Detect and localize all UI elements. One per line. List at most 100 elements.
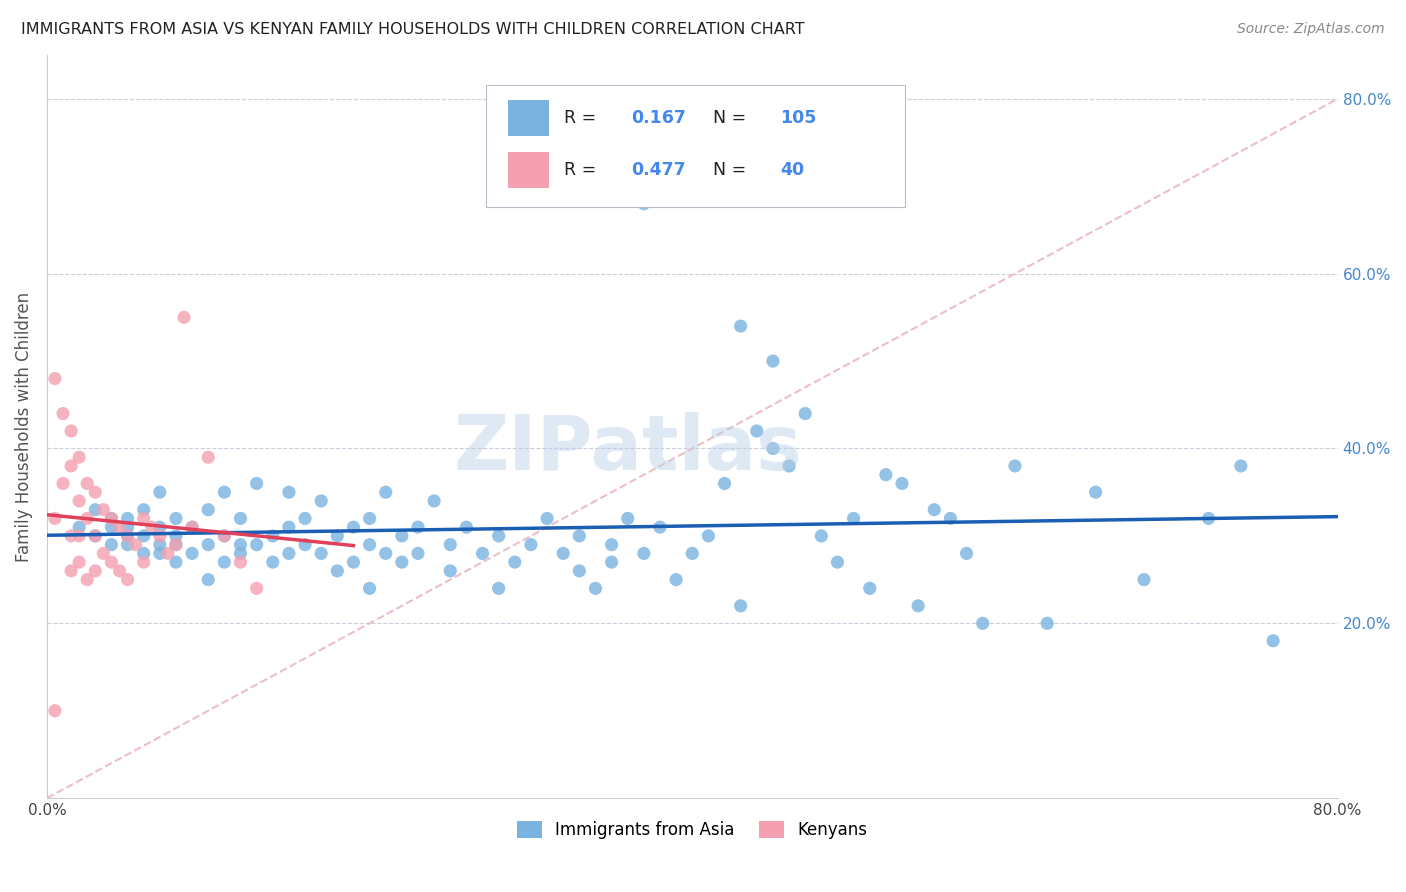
Point	[730, 599, 752, 613]
Point	[93, 502, 115, 516]
Point	[277, 520, 299, 534]
Point	[156, 546, 179, 560]
Point	[277, 485, 299, 500]
Point	[359, 582, 381, 596]
Point	[391, 529, 413, 543]
Point	[1084, 485, 1107, 500]
Point	[165, 538, 187, 552]
Point	[117, 511, 139, 525]
Point	[52, 407, 75, 421]
Point	[165, 511, 187, 525]
Point	[294, 511, 316, 525]
Point	[1133, 573, 1156, 587]
Point	[52, 476, 75, 491]
Point	[100, 511, 122, 525]
Point	[132, 502, 155, 516]
Point	[762, 354, 785, 368]
Point	[149, 546, 172, 560]
Point	[488, 582, 510, 596]
Point	[907, 599, 929, 613]
Text: 40: 40	[780, 161, 804, 179]
Point	[149, 485, 172, 500]
Point	[108, 564, 131, 578]
Point	[648, 520, 671, 534]
Text: 105: 105	[780, 110, 817, 128]
Point	[762, 442, 785, 456]
Point	[342, 520, 364, 534]
Point	[955, 546, 977, 560]
Point	[229, 511, 252, 525]
Point	[67, 494, 90, 508]
Point	[100, 555, 122, 569]
Point	[922, 502, 945, 516]
Point	[214, 485, 236, 500]
Point	[456, 520, 478, 534]
Text: IMMIGRANTS FROM ASIA VS KENYAN FAMILY HOUSEHOLDS WITH CHILDREN CORRELATION CHART: IMMIGRANTS FROM ASIA VS KENYAN FAMILY HO…	[21, 22, 804, 37]
Legend: Immigrants from Asia, Kenyans: Immigrants from Asia, Kenyans	[510, 814, 875, 846]
Point	[246, 582, 269, 596]
Bar	[508, 101, 548, 136]
Text: 0.477: 0.477	[631, 161, 686, 179]
Point	[132, 555, 155, 569]
Point	[229, 546, 252, 560]
Point	[214, 529, 236, 543]
Text: R =: R =	[564, 161, 602, 179]
Point	[181, 546, 204, 560]
Point	[229, 538, 252, 552]
Point	[44, 511, 66, 525]
Point	[132, 511, 155, 525]
Point	[149, 529, 172, 543]
Point	[197, 538, 219, 552]
Point	[117, 520, 139, 534]
Point	[359, 511, 381, 525]
Point	[165, 529, 187, 543]
Point	[406, 520, 429, 534]
Point	[406, 546, 429, 560]
Point	[1198, 511, 1220, 525]
Point	[810, 529, 832, 543]
Point	[423, 494, 446, 508]
Point	[439, 564, 461, 578]
Point	[309, 494, 332, 508]
Point	[117, 529, 139, 543]
Point	[277, 546, 299, 560]
Point	[568, 564, 591, 578]
Point	[842, 511, 865, 525]
Point	[149, 538, 172, 552]
Point	[141, 520, 163, 534]
Point	[745, 424, 768, 438]
Point	[326, 564, 349, 578]
Point	[730, 319, 752, 334]
Point	[84, 485, 107, 500]
Point	[124, 538, 146, 552]
Point	[44, 371, 66, 385]
Point	[600, 538, 623, 552]
Point	[294, 538, 316, 552]
Point	[1036, 616, 1059, 631]
Point	[778, 458, 800, 473]
Point	[471, 546, 494, 560]
Point	[197, 450, 219, 465]
Point	[972, 616, 994, 631]
Point	[132, 529, 155, 543]
FancyBboxPatch shape	[485, 85, 905, 208]
Point	[536, 511, 558, 525]
Point	[108, 520, 131, 534]
Point	[585, 582, 607, 596]
Point	[173, 310, 195, 325]
Text: N =: N =	[713, 110, 752, 128]
Point	[262, 555, 284, 569]
Point	[681, 546, 703, 560]
Point	[117, 529, 139, 543]
Point	[794, 407, 817, 421]
Point	[76, 476, 98, 491]
Point	[93, 546, 115, 560]
Point	[568, 529, 591, 543]
Point	[503, 555, 526, 569]
Point	[165, 538, 187, 552]
Point	[44, 704, 66, 718]
Point	[309, 546, 332, 560]
Point	[100, 511, 122, 525]
Point	[859, 582, 882, 596]
Point	[84, 529, 107, 543]
